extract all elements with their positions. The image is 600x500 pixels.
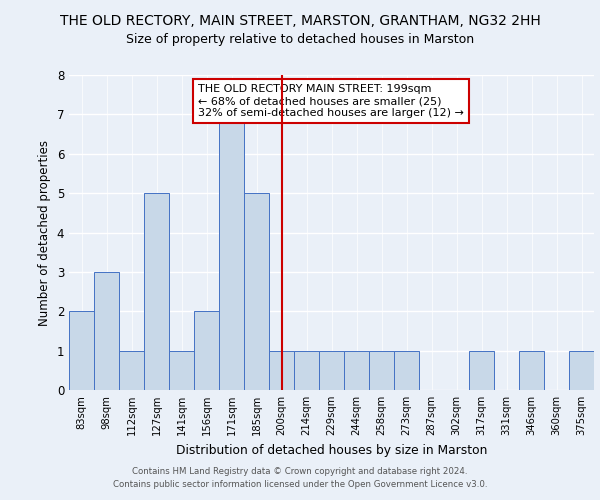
- Bar: [569, 350, 594, 390]
- Bar: [244, 193, 269, 390]
- Text: Size of property relative to detached houses in Marston: Size of property relative to detached ho…: [126, 32, 474, 46]
- Bar: [519, 350, 544, 390]
- Bar: [344, 350, 369, 390]
- Text: THE OLD RECTORY, MAIN STREET, MARSTON, GRANTHAM, NG32 2HH: THE OLD RECTORY, MAIN STREET, MARSTON, G…: [59, 14, 541, 28]
- Bar: [144, 193, 169, 390]
- X-axis label: Distribution of detached houses by size in Marston: Distribution of detached houses by size …: [176, 444, 487, 456]
- Bar: [219, 114, 244, 390]
- Bar: [194, 311, 219, 390]
- Bar: [319, 350, 344, 390]
- Text: THE OLD RECTORY MAIN STREET: 199sqm
← 68% of detached houses are smaller (25)
32: THE OLD RECTORY MAIN STREET: 199sqm ← 68…: [197, 84, 464, 117]
- Text: Contains HM Land Registry data © Crown copyright and database right 2024.
Contai: Contains HM Land Registry data © Crown c…: [113, 468, 487, 489]
- Bar: [269, 350, 294, 390]
- Bar: [369, 350, 394, 390]
- Bar: [69, 311, 94, 390]
- Bar: [394, 350, 419, 390]
- Bar: [169, 350, 194, 390]
- Bar: [469, 350, 494, 390]
- Bar: [294, 350, 319, 390]
- Bar: [94, 272, 119, 390]
- Bar: [119, 350, 144, 390]
- Y-axis label: Number of detached properties: Number of detached properties: [38, 140, 51, 326]
